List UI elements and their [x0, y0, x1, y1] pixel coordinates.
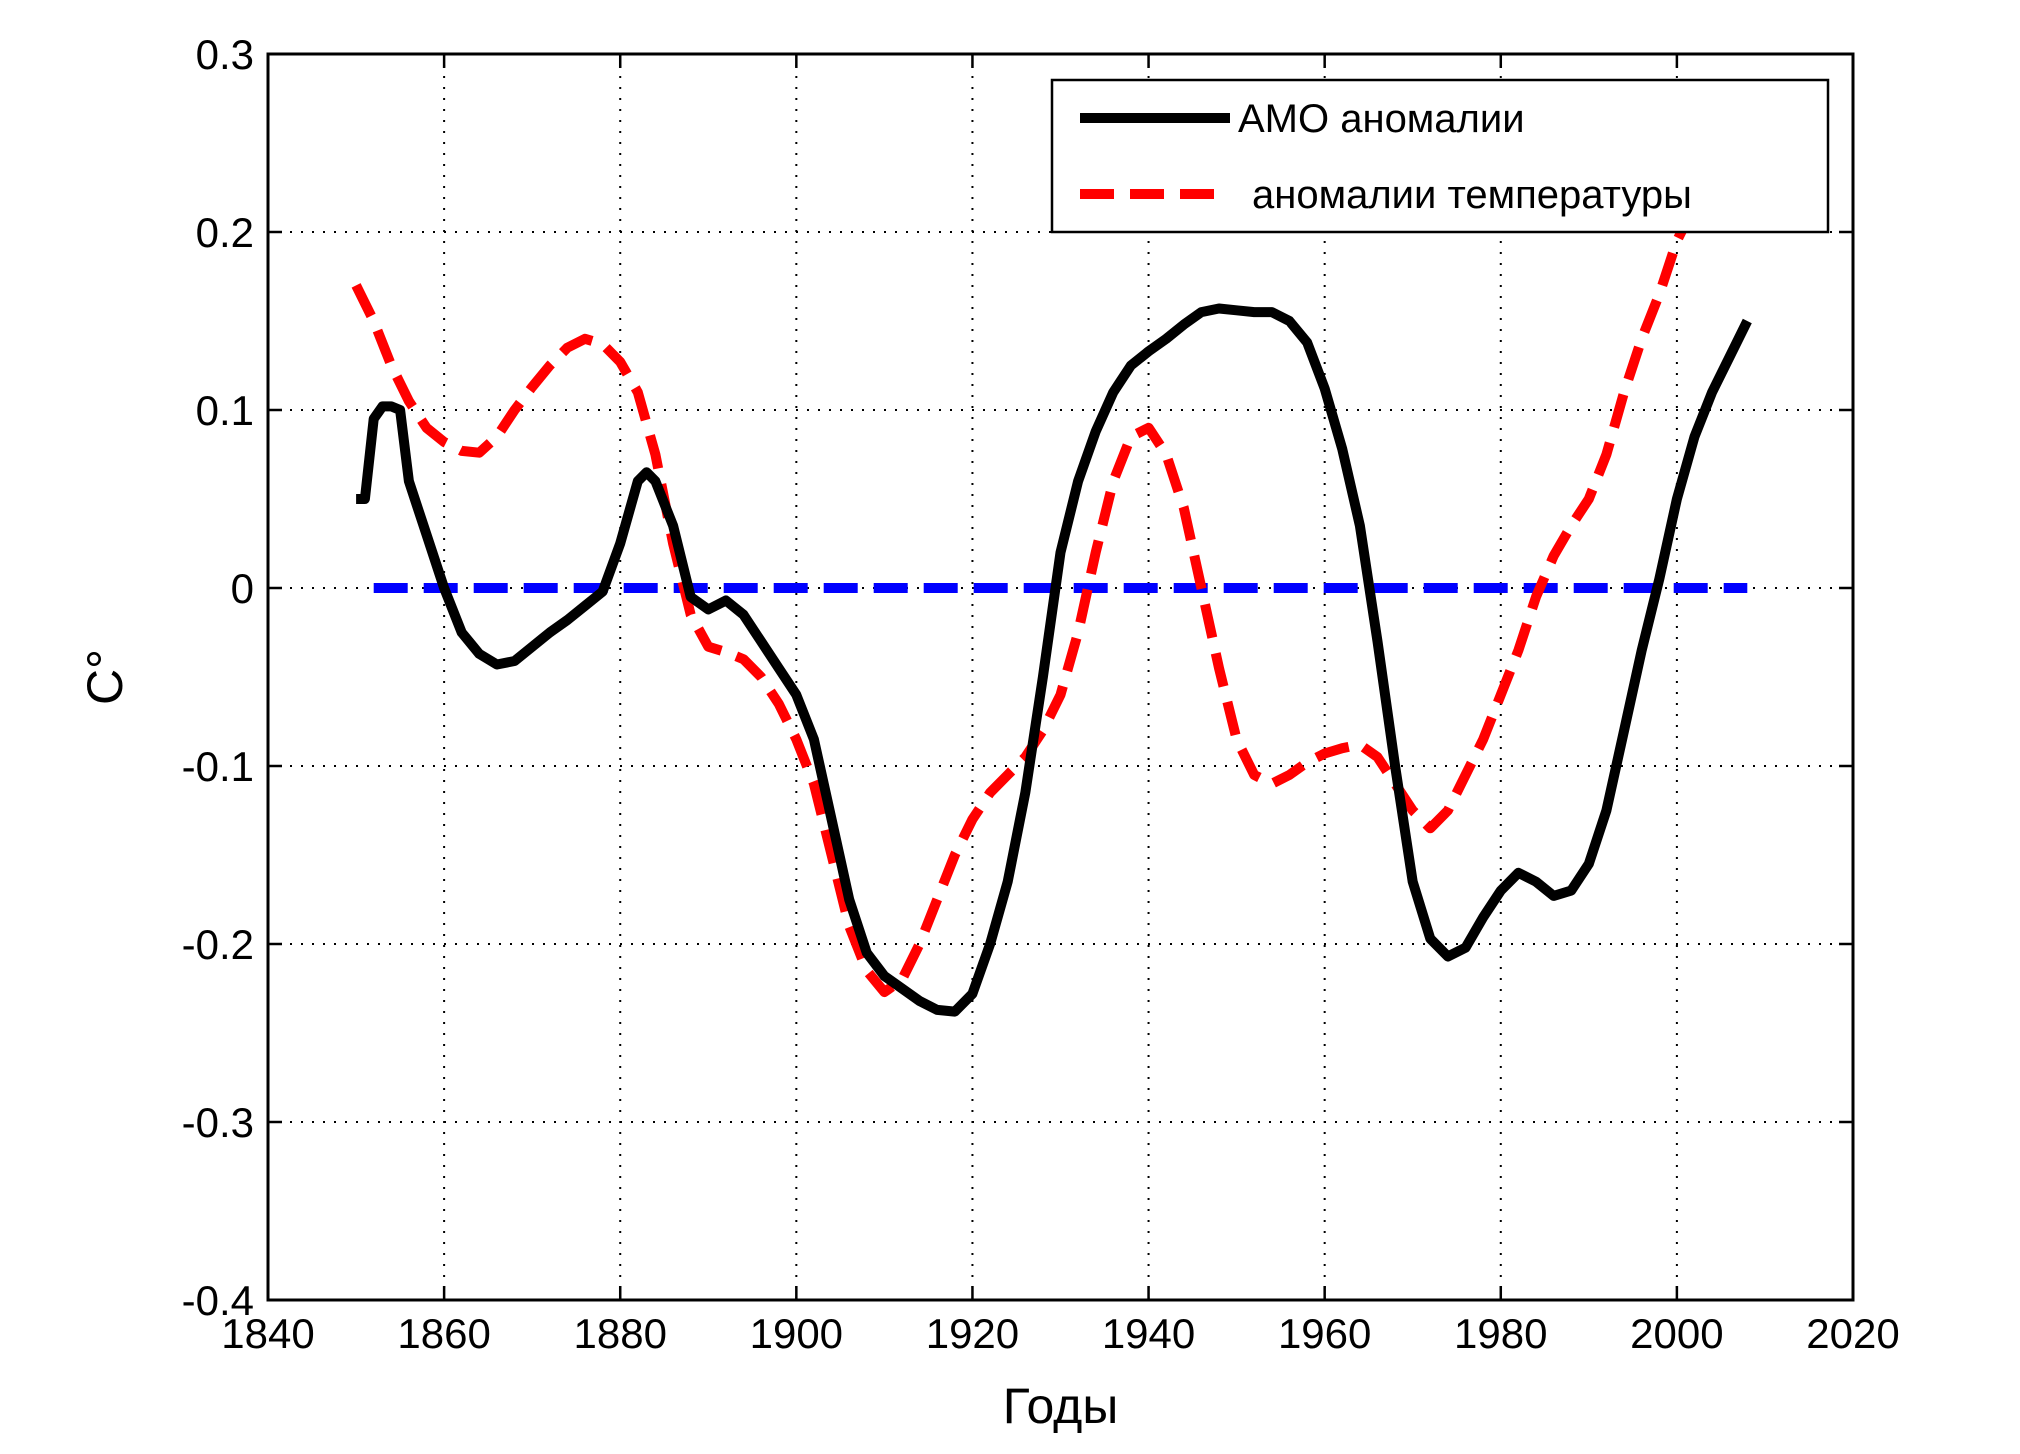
- plot-frame: [266, 52, 1855, 1302]
- x-tick-label: 1880: [574, 1310, 667, 1357]
- y-tick-label: -0.4: [182, 1277, 254, 1324]
- y-tick-label: -0.2: [182, 921, 254, 968]
- x-tick-label: 1960: [1278, 1310, 1371, 1357]
- temperature-anomaly-line: [351, 220, 1691, 998]
- legend: AMO аномалии аномалии температуры: [1050, 78, 1830, 234]
- legend-entry-temperature: аномалии температуры: [1252, 173, 1692, 217]
- x-tick-label: 1840: [221, 1310, 314, 1357]
- x-tick-label: 1980: [1454, 1310, 1547, 1357]
- y-tick-label: 0: [231, 565, 254, 612]
- y-tick-label: 0.1: [196, 387, 254, 434]
- x-axis-label: Годы: [1003, 1378, 1119, 1434]
- x-tick-label: 1940: [1102, 1310, 1195, 1357]
- y-tick-label: 0.2: [196, 209, 254, 256]
- x-tick-label: 2020: [1806, 1310, 1899, 1357]
- y-axis-label: C°: [77, 649, 133, 705]
- legend-box: [1050, 78, 1830, 234]
- x-tick-label: 1900: [750, 1310, 843, 1357]
- y-tick-label: -0.1: [182, 743, 254, 790]
- x-tick-label: 2000: [1630, 1310, 1723, 1357]
- axis-ticks: 1840 1860 1880 1900 1920 1940 1960 1980 2000 2020…: [182, 31, 1900, 1357]
- x-tick-label: 1920: [926, 1310, 1019, 1357]
- legend-entry-amo: AMO аномалии: [1238, 97, 1525, 141]
- amo-anomaly-line: [356, 303, 1752, 1017]
- series-lines: [351, 220, 1752, 1017]
- x-tick-label: 1860: [397, 1310, 490, 1357]
- y-tick-label: -0.3: [182, 1099, 254, 1146]
- y-tick-label: 0.3: [196, 31, 254, 78]
